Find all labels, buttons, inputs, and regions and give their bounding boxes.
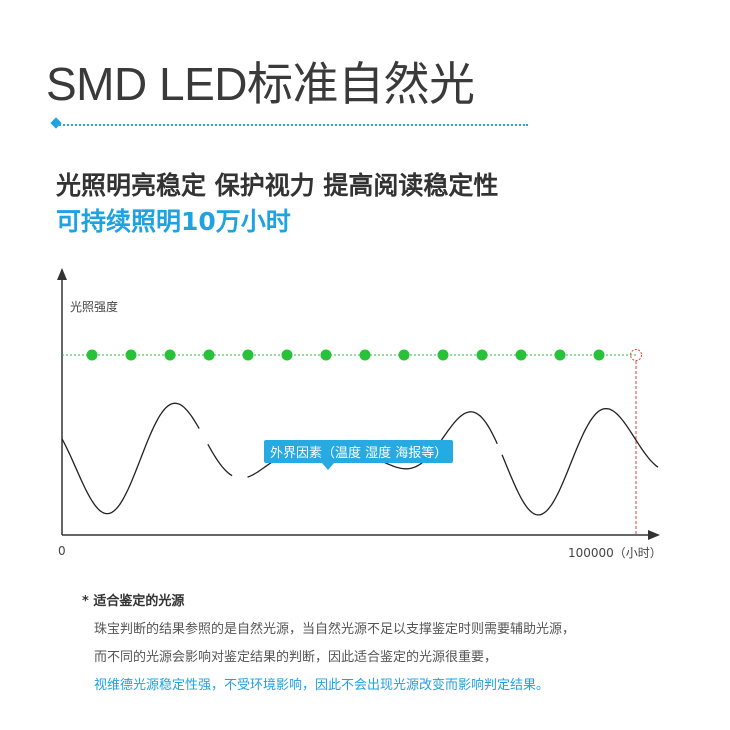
y-axis-label: 光照强度 bbox=[70, 300, 119, 314]
x-axis-arrow-icon bbox=[648, 530, 660, 540]
led-dot bbox=[593, 349, 605, 361]
led-dot bbox=[437, 349, 449, 361]
led-dot bbox=[515, 349, 527, 361]
note-line-1: 珠宝判断的结果参照的是自然光源，当自然光源不足以支撑鉴定时则需要辅助光源， bbox=[94, 622, 576, 637]
title-divider bbox=[56, 124, 528, 126]
x-axis-start-label: 0 bbox=[58, 544, 66, 558]
y-axis-arrow-icon bbox=[57, 268, 67, 280]
led-dot bbox=[86, 349, 98, 361]
led-end-marker bbox=[630, 349, 642, 361]
led-dot bbox=[203, 349, 215, 361]
led-dot bbox=[164, 349, 176, 361]
led-dot bbox=[281, 349, 293, 361]
highlight-headline: 可持续照明10万小时 bbox=[56, 207, 291, 236]
led-dot bbox=[476, 349, 488, 361]
note-line-3: 视维德光源稳定性强，不受环境影响，因此不会出现光源改变而影响判定结果。 bbox=[94, 678, 550, 693]
led-dot bbox=[554, 349, 566, 361]
page-title: SMD LED标准自然光 bbox=[46, 58, 475, 110]
note-line-2: 而不同的光源会影响对鉴定结果的判断，因此适合鉴定的光源很重要， bbox=[94, 650, 498, 665]
headline: 光照明亮稳定 保护视力 提高阅读稳定性 bbox=[56, 171, 499, 200]
led-dot bbox=[359, 349, 371, 361]
led-dot bbox=[398, 349, 410, 361]
note-title: * 适合鉴定的光源 bbox=[82, 594, 185, 609]
led-dot bbox=[125, 349, 137, 361]
led-dots bbox=[86, 349, 605, 361]
led-dot bbox=[242, 349, 254, 361]
external-factors-callout: 外界因素（温度 湿度 海报等） bbox=[264, 440, 454, 470]
led-dot bbox=[320, 349, 332, 361]
x-axis-end-label: 100000（小时） bbox=[568, 546, 662, 560]
